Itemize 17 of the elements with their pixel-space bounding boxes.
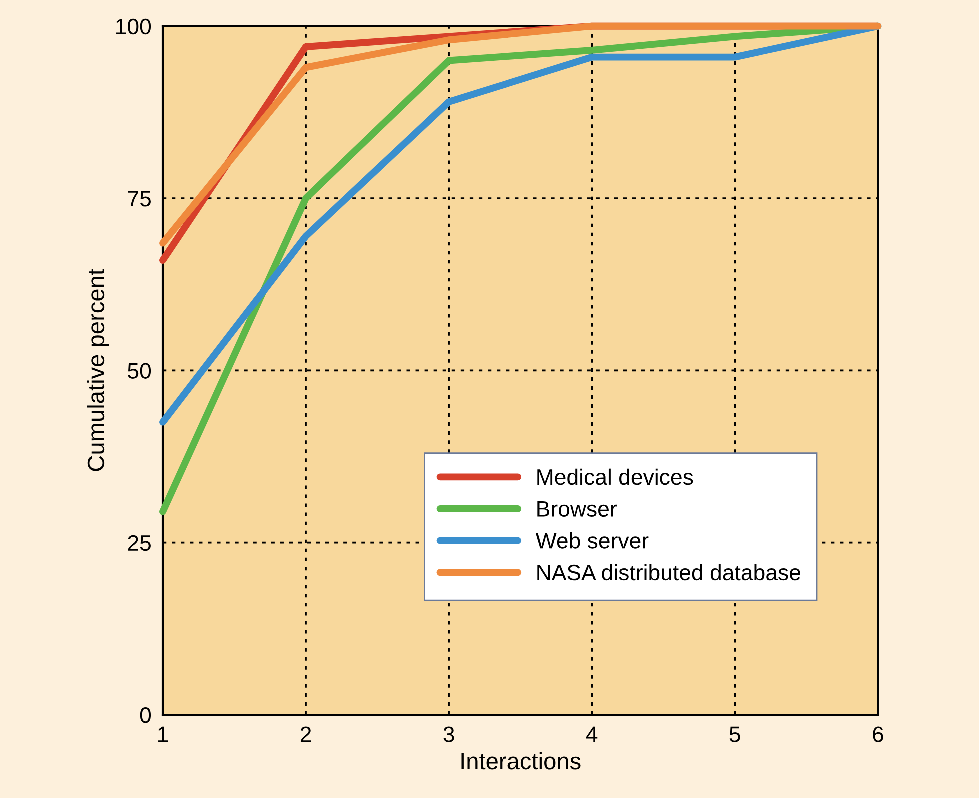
y-tick-label: 75: [128, 191, 151, 207]
x-tick-label: 4: [586, 726, 598, 742]
legend-label: Browser: [538, 501, 617, 517]
y-tick-label: 100: [116, 18, 152, 35]
y-axis-title: Cumulative percent: [87, 269, 110, 472]
legend-label: NASA distributed database: [538, 564, 800, 581]
x-tick-label: 6: [873, 726, 884, 742]
x-tick-label: 3: [444, 726, 454, 742]
legend-label: Medical devices: [538, 468, 694, 486]
x-tick-label: 5: [730, 726, 740, 742]
x-tick-label: 2: [300, 726, 312, 742]
y-tick-label: 25: [128, 535, 151, 552]
x-tick-label: 1: [158, 726, 168, 742]
y-tick-label: 50: [128, 363, 152, 379]
x-axis-title: Interactions: [462, 752, 581, 770]
legend-label: Web server: [536, 532, 649, 549]
y-tick-label: 0: [140, 708, 152, 724]
